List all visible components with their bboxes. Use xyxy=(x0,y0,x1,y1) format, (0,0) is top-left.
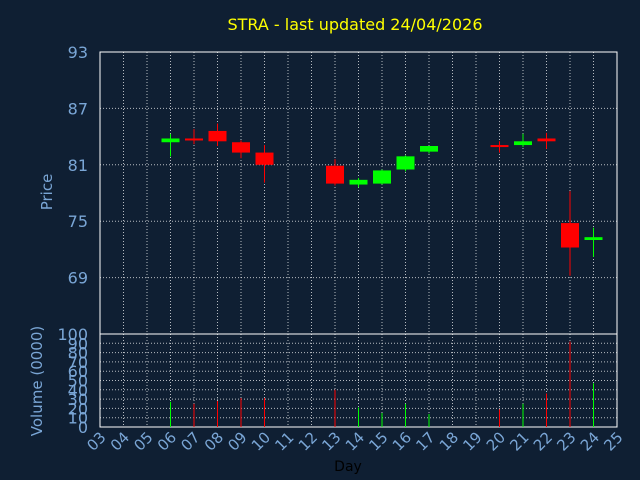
candle-body xyxy=(584,237,603,240)
candle-body xyxy=(537,138,556,142)
volume-tick-label: 60 xyxy=(68,362,88,381)
day-tick-label: 14 xyxy=(342,428,368,454)
day-tick-label: 22 xyxy=(530,428,556,454)
candle-body xyxy=(373,170,391,184)
day-tick-label: 12 xyxy=(295,428,321,454)
volume-tick-label: 0 xyxy=(78,418,88,437)
volume-axis-label: Volume (0000) xyxy=(28,326,46,436)
volume-tick-label: 10 xyxy=(68,409,88,428)
candle-body xyxy=(561,223,579,248)
day-tick-label: 20 xyxy=(483,428,509,454)
candle-body xyxy=(490,145,509,148)
volume-tick-label: 40 xyxy=(68,381,88,400)
volume-tick-label: 20 xyxy=(68,399,88,418)
volume-tick-label: 70 xyxy=(68,353,88,372)
day-tick-label: 13 xyxy=(318,428,344,454)
candle-body xyxy=(420,146,438,152)
day-tick-label: 24 xyxy=(577,428,603,454)
price-tick-label: 75 xyxy=(68,212,88,231)
day-tick-label: 11 xyxy=(271,428,297,454)
day-tick-label: 18 xyxy=(436,428,462,454)
day-tick-label: 09 xyxy=(224,428,250,454)
day-tick-label: 15 xyxy=(365,428,391,454)
day-tick-label: 04 xyxy=(107,428,133,454)
volume-tick-label: 100 xyxy=(57,325,88,344)
chart-title: STRA - last updated 24/04/2026 xyxy=(227,15,482,34)
price-axis-label: Price xyxy=(38,174,56,211)
volume-tick-label: 90 xyxy=(68,334,88,353)
price-tick-label: 69 xyxy=(68,269,88,288)
price-panel: 93 87 81 75 69 xyxy=(68,43,618,335)
price-tick-label: 87 xyxy=(68,99,88,118)
day-tick-label: 07 xyxy=(177,428,203,454)
candle-body xyxy=(255,152,274,165)
x-axis: 0304050607080910111213141516171819202122… xyxy=(83,428,626,454)
day-tick-label: 05 xyxy=(130,428,156,454)
volume-tick-label: 80 xyxy=(68,344,88,363)
candle-body xyxy=(232,142,250,153)
day-tick-label: 17 xyxy=(412,428,438,454)
price-tick-label: 93 xyxy=(68,43,88,62)
candle-body xyxy=(208,130,227,142)
candle-body xyxy=(161,138,180,143)
day-tick-label: 10 xyxy=(248,428,274,454)
candle-body xyxy=(185,138,203,141)
candle-body xyxy=(326,165,344,184)
day-tick-label: 06 xyxy=(154,428,180,454)
day-tick-label: 16 xyxy=(389,428,415,454)
day-tick-label: 08 xyxy=(201,428,227,454)
day-tick-label: 21 xyxy=(506,428,532,454)
candle-body xyxy=(514,141,532,146)
volume-tick-label: 30 xyxy=(68,390,88,409)
candle-body xyxy=(396,156,415,170)
day-tick-label: 23 xyxy=(553,428,579,454)
candle-body xyxy=(349,179,368,185)
day-tick-label: 19 xyxy=(459,428,485,454)
day-axis-label: Day xyxy=(334,459,362,475)
price-tick-label: 81 xyxy=(68,156,88,175)
day-tick-label: 25 xyxy=(600,428,626,454)
volume-tick-label: 50 xyxy=(68,372,88,391)
